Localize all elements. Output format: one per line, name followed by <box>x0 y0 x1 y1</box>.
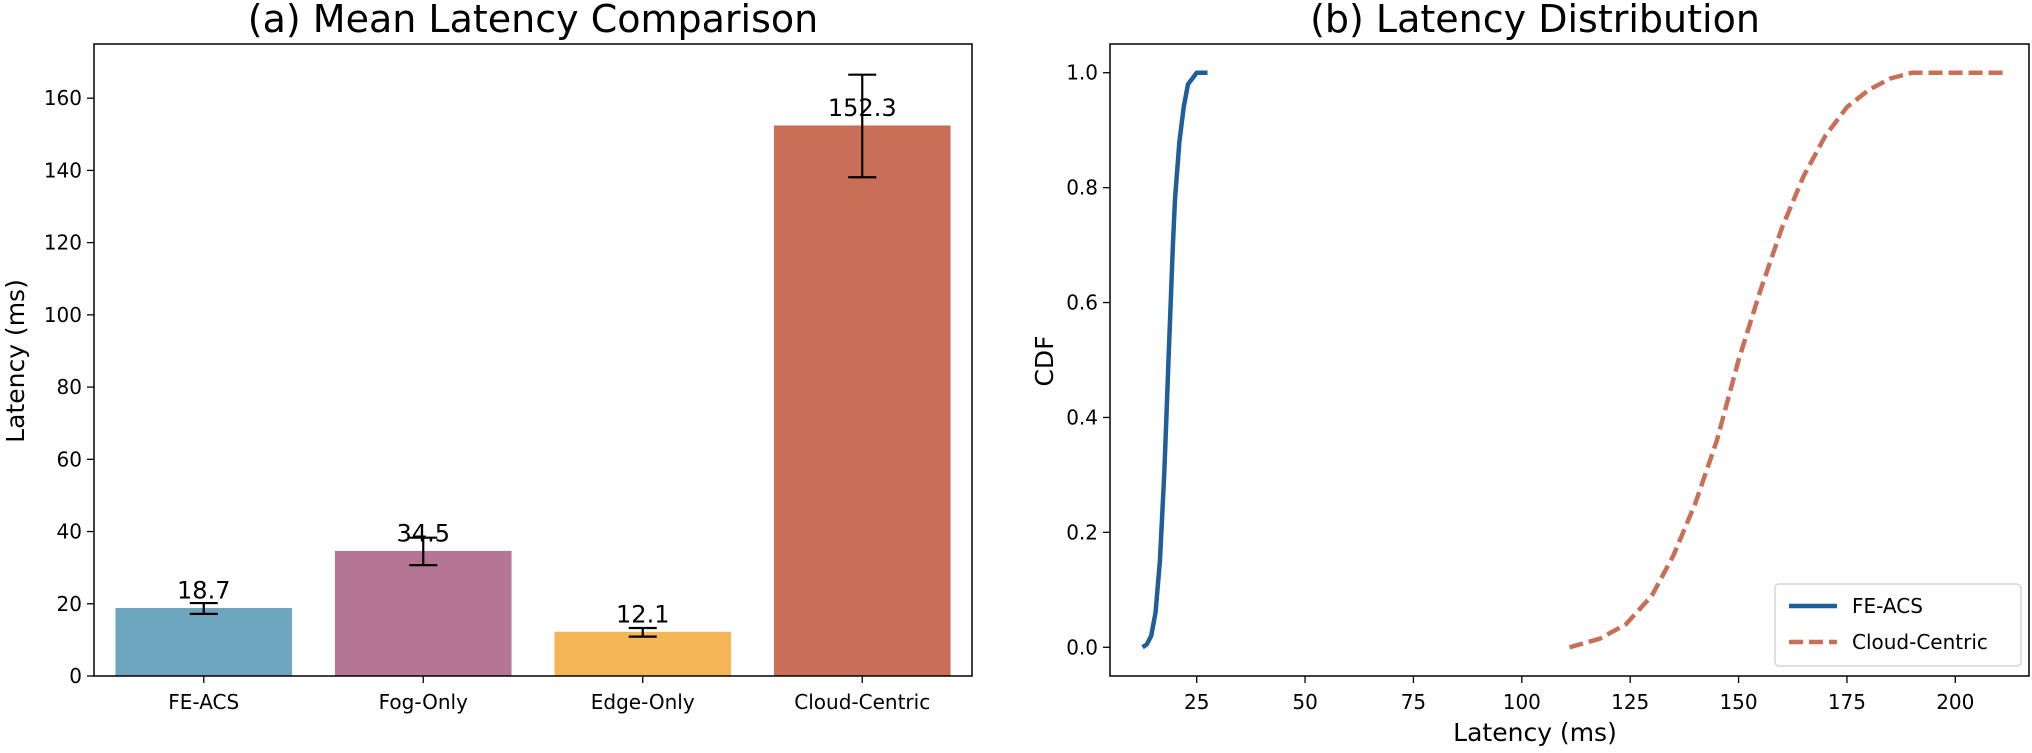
x-tick-label: 200 <box>1936 690 1974 714</box>
y-tick-label: 120 <box>44 231 82 255</box>
panel-b-latency-distribution: (b) Latency Distribution CDF Latency (ms… <box>1030 0 2030 747</box>
x-tick-label-edge-only: Edge-Only <box>591 690 695 714</box>
y-tick-label: 0.4 <box>1066 405 1098 429</box>
x-tick-label: 125 <box>1611 690 1649 714</box>
panel-a-axes-frame <box>93 43 973 677</box>
bar-fe-acs <box>115 607 293 677</box>
x-tick-label: 75 <box>1401 690 1426 714</box>
panel-b-title: (b) Latency Distribution <box>1310 0 1760 41</box>
y-tick-label: 0.6 <box>1066 291 1098 315</box>
x-tick-label-fe-acs: FE-ACS <box>168 690 239 714</box>
panel-a-bars: 18.7 FE-ACS 34.5 Fog-Only 12.1 Edge-Only 152.3… <box>44 73 951 714</box>
data-label-edge-only: 12.1 <box>616 600 669 628</box>
bar-fog-only <box>334 550 512 677</box>
panel-a-mean-latency: (a) Mean Latency Comparison Latency (ms)… <box>1 0 973 714</box>
x-tick-label: 100 <box>1503 690 1541 714</box>
y-tick-label: 20 <box>57 592 82 616</box>
y-tick-label: 60 <box>57 447 82 471</box>
y-tick-label: 0.0 <box>1066 635 1098 659</box>
y-tick-label: 1.0 <box>1066 61 1098 85</box>
panel-b-axes-frame <box>1109 43 2030 677</box>
data-label-fe-acs: 18.7 <box>177 576 230 604</box>
y-tick-label: 80 <box>57 375 82 399</box>
y-tick-label: 40 <box>57 520 82 544</box>
x-tick-label-cloud-centric: Cloud-Centric <box>794 690 930 714</box>
y-tick-label: 100 <box>44 303 82 327</box>
legend-label-cloud-centric: Cloud-Centric <box>1852 630 1988 654</box>
panel-b-xlabel: Latency (ms) <box>1453 718 1617 747</box>
panel-a-title: (a) Mean Latency Comparison <box>248 0 818 41</box>
bar-edge-only <box>554 631 732 677</box>
data-label-fog-only: 34.5 <box>397 519 450 547</box>
x-tick-label: 50 <box>1292 690 1317 714</box>
y-tick-label: 140 <box>44 158 82 182</box>
x-tick-label-fog-only: Fog-Only <box>379 690 468 714</box>
series-line-cloud-centric <box>1568 70 2003 650</box>
y-tick-label: 0 <box>69 664 82 688</box>
x-tick-label: 175 <box>1828 690 1866 714</box>
panel-a-ylabel: Latency (ms) <box>1 279 30 443</box>
y-tick-label: 0.2 <box>1066 520 1098 544</box>
x-tick-label: 25 <box>1184 690 1209 714</box>
y-tick-label: 0.8 <box>1066 176 1098 200</box>
legend-label-fe-acs: FE-ACS <box>1852 594 1923 618</box>
series-line-fe-acs <box>1141 70 1208 650</box>
data-label-cloud-centric: 152.3 <box>828 94 897 122</box>
legend: FE-ACS Cloud-Centric <box>1774 583 2022 667</box>
y-tick-label: 160 <box>44 86 82 110</box>
x-tick-label: 150 <box>1719 690 1757 714</box>
panel-b-lines: 25 50 75 100 125 150 175 200 0.0 0.2 0.4 0.6 0.8 1.0 <box>1066 61 2003 714</box>
bar-cloud-centric <box>773 125 951 677</box>
panel-b-ylabel: CDF <box>1030 335 1059 386</box>
